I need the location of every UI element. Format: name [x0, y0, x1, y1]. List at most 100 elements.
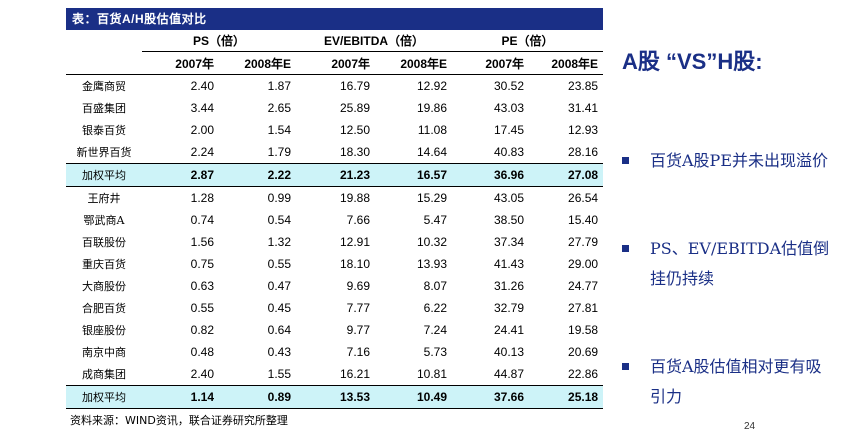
value-cell: 13.93	[417, 257, 448, 271]
value-cell: 19.88	[339, 191, 371, 205]
header-year: 2007年	[452, 51, 530, 75]
value-cell: 1.28	[190, 191, 214, 205]
value-cell: 43.05	[494, 191, 525, 205]
value-cell: 2.00	[190, 123, 214, 137]
value-cell: 43.03	[494, 101, 525, 115]
header-empty-cell	[66, 30, 142, 52]
value-cell: 37.66	[452, 385, 530, 409]
table-row: 鄂武商A 0.74 0.54 7.66 5.47 38.50 15.40	[66, 209, 603, 231]
table-row: 新世界百货 2.24 1.79 18.30 14.64 40.83 28.16	[66, 141, 603, 164]
table-row: 王府井 1.28 0.99 19.88 15.29 43.05 26.54	[66, 187, 603, 210]
header-year: 2007年	[142, 51, 219, 75]
value-cell: 2.22	[219, 163, 297, 187]
value-cell: 10.32	[417, 235, 448, 249]
summary-bullet: 百货A股PE并未出现溢价	[622, 146, 832, 176]
value-cell: 7.16	[346, 345, 371, 359]
company-name-cell: 成商集团	[82, 368, 126, 381]
value-cell: 23.85	[568, 79, 599, 93]
header-year: 2007年	[296, 51, 376, 75]
value-cell: 30.52	[494, 79, 525, 93]
company-name-cell: 鄂武商A	[83, 214, 125, 227]
table-year-header-row: 2007年 2008年E 2007年 2008年E 2007年 2008年E	[66, 51, 604, 75]
table-row: 金鹰商贸 2.40 1.87 16.79 12.92 30.52 23.85	[66, 75, 603, 98]
value-cell: 9.77	[346, 323, 371, 337]
value-cell: 16.79	[339, 79, 371, 93]
value-cell: 0.63	[190, 279, 214, 293]
value-cell: 26.54	[568, 191, 599, 205]
value-cell: 12.92	[417, 79, 448, 93]
summary-title: A股 “VS”H股:	[622, 49, 763, 74]
company-name-cell: 合肥百货	[82, 302, 126, 315]
value-cell: 0.55	[267, 257, 292, 271]
value-cell: 20.69	[568, 345, 599, 359]
company-name-cell: 百联股份	[82, 236, 126, 249]
table-row: 百联股份 1.56 1.32 12.91 10.32 37.34 27.79	[66, 231, 603, 253]
value-cell: 12.50	[339, 123, 371, 137]
company-name-cell: 王府井	[87, 192, 121, 205]
table-row: 银座股份 0.82 0.64 9.77 7.24 24.41 19.58	[66, 319, 603, 341]
value-cell: 0.99	[267, 191, 292, 205]
value-cell: 27.08	[529, 163, 604, 187]
table-row: 重庆百货 0.75 0.55 18.10 13.93 41.43 29.00	[66, 253, 603, 275]
company-name-cell: 银泰百货	[82, 124, 126, 137]
value-cell: 0.82	[190, 323, 214, 337]
value-cell: 0.75	[190, 257, 214, 271]
value-cell: 27.81	[568, 301, 599, 315]
value-cell: 24.41	[494, 323, 525, 337]
summary-bullet-text: 百货A股估值相对更有吸引力	[650, 357, 822, 406]
valuation-table: PS（倍） EV/EBITDA（倍） PE（倍） 2007年 2008年E 20…	[66, 30, 604, 409]
header-empty-cell	[66, 51, 142, 75]
value-cell: 8.07	[423, 279, 448, 293]
square-bullet-icon	[622, 363, 629, 370]
value-cell: 27.79	[568, 235, 599, 249]
value-cell: 44.87	[494, 367, 525, 381]
value-cell: 9.69	[346, 279, 371, 293]
value-cell: 25.18	[529, 385, 604, 409]
company-name-cell: 加权平均	[66, 163, 142, 187]
header-group-ps: PS（倍）	[142, 30, 297, 52]
value-cell: 21.23	[296, 163, 376, 187]
table-body: 金鹰商贸 2.40 1.87 16.79 12.92 30.52 23.85 百盛集团 3.44…	[66, 75, 604, 409]
value-cell: 14.64	[417, 145, 448, 159]
value-cell: 15.40	[568, 213, 599, 227]
value-cell: 1.79	[267, 145, 292, 159]
value-cell: 31.41	[568, 101, 599, 115]
value-cell: 41.43	[494, 257, 525, 271]
source-note: 资料来源：WIND资讯，联合证券研究所整理	[70, 414, 288, 427]
value-cell: 7.24	[423, 323, 448, 337]
table-row: 银泰百货 2.00 1.54 12.50 11.08 17.45 12.93	[66, 119, 603, 141]
value-cell: 7.66	[346, 213, 371, 227]
page-number: 24	[744, 421, 756, 432]
header-year: 2008年E	[219, 51, 297, 75]
value-cell: 40.13	[494, 345, 525, 359]
value-cell: 19.58	[568, 323, 599, 337]
value-cell: 32.79	[494, 301, 525, 315]
header-group-ev-ebitda: EV/EBITDA（倍）	[296, 30, 453, 52]
value-cell: 16.21	[339, 367, 371, 381]
summary-bullet: PS、EV/EBITDA估值倒挂仍持续	[622, 234, 832, 294]
valuation-table-panel: 表：百货A/H股估值对比 PS（倍） EV/EBITDA（倍） PE（倍） 20…	[66, 8, 604, 428]
summary-bullet-text: PS、EV/EBITDA估值倒挂仍持续	[650, 239, 830, 288]
value-cell: 7.77	[346, 301, 371, 315]
value-cell: 1.55	[267, 367, 292, 381]
company-name-cell: 重庆百货	[82, 258, 126, 271]
value-cell: 5.73	[423, 345, 448, 359]
value-cell: 3.44	[190, 101, 214, 115]
value-cell: 22.86	[568, 367, 599, 381]
value-cell: 2.40	[190, 367, 214, 381]
company-name-cell: 新世界百货	[76, 146, 132, 159]
value-cell: 18.10	[339, 257, 371, 271]
value-cell: 0.74	[190, 213, 214, 227]
value-cell: 13.53	[296, 385, 376, 409]
summary-bullet: 百货A股估值相对更有吸引力	[622, 352, 832, 412]
square-bullet-icon	[622, 157, 629, 164]
value-cell: 29.00	[568, 257, 599, 271]
value-cell: 1.54	[267, 123, 292, 137]
value-cell: 0.64	[267, 323, 292, 337]
table-row: 大商股份 0.63 0.47 9.69 8.07 31.26 24.77	[66, 275, 603, 297]
table-title: 表：百货A/H股估值对比	[66, 8, 603, 30]
value-cell: 2.87	[142, 163, 219, 187]
value-cell: 31.26	[494, 279, 525, 293]
company-name-cell: 金鹰商贸	[82, 80, 126, 93]
table-group-header-row: PS（倍） EV/EBITDA（倍） PE（倍）	[66, 30, 604, 52]
